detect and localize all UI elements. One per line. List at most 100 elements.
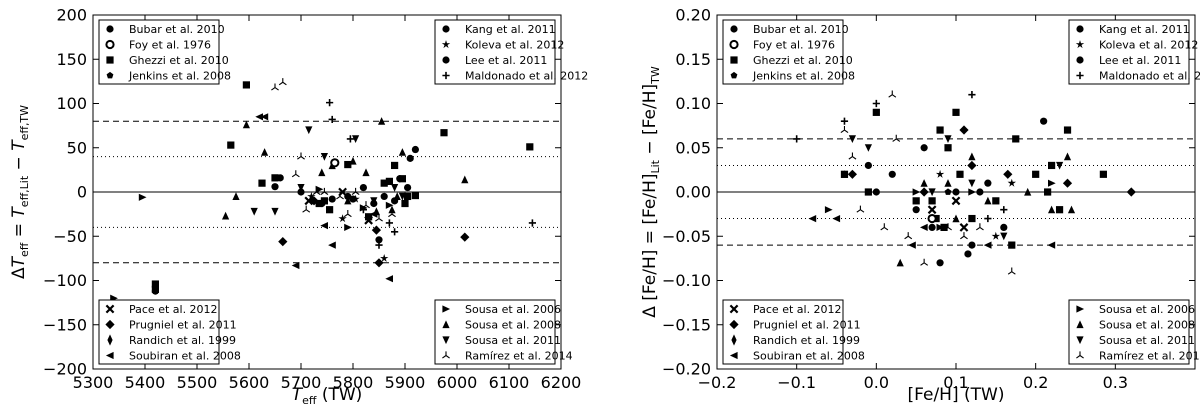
data-point-diamond — [959, 125, 969, 135]
data-point-circle — [297, 188, 305, 196]
legend-label: Kang et al. 2011 — [1099, 23, 1190, 36]
data-point-triangle-up — [461, 175, 469, 184]
y-tick-label: 0.20 — [675, 6, 711, 25]
data-point-square — [952, 108, 960, 116]
data-point-star — [380, 254, 389, 262]
data-point-triangle-left — [1047, 241, 1056, 249]
legend-marker — [105, 39, 115, 50]
y-tick-label: −0.05 — [662, 227, 711, 246]
legend-marker — [441, 40, 451, 49]
legend-label: Sousa et al. 2011 — [1099, 334, 1195, 347]
data-point-triangle-right — [912, 188, 921, 196]
x-tick-label: 5300 — [73, 373, 114, 392]
data-point-triangle-down — [250, 207, 258, 216]
data-point-x — [304, 196, 314, 206]
data-point-diamond — [374, 258, 384, 268]
y-tick-label: 0.05 — [675, 138, 711, 157]
data-point-circle — [984, 179, 992, 187]
legend-marker — [105, 319, 115, 330]
legend-marker — [442, 320, 450, 329]
x-tick-label: 0.3 — [1103, 373, 1128, 392]
data-point-tri — [856, 205, 865, 213]
x-tick-label: 5500 — [177, 373, 218, 392]
data-point-triangle-up — [242, 120, 250, 129]
data-point-triangle-up — [944, 179, 952, 187]
legend-label: Sousa et al. 2008 — [465, 319, 561, 332]
teff-panel: 5300 5400 5500 5600 5700 5800 5900 6000 6100 6200… — [9, 6, 588, 406]
data-point-circle — [964, 250, 972, 258]
data-point-triangle-down — [391, 184, 399, 192]
data-point-diamond — [1062, 178, 1073, 188]
legend-label: Prugniel et al. 2011 — [753, 319, 861, 332]
data-point-tri — [920, 258, 929, 266]
y-tick-label: 0.10 — [675, 94, 711, 113]
data-point-triangle-up — [952, 214, 960, 223]
data-point-circle — [864, 161, 872, 170]
legend-marker — [731, 334, 737, 346]
legend-label: Ramírez et al. 2014 — [1099, 350, 1200, 363]
legend-marker — [106, 71, 114, 79]
data-point-tri — [312, 187, 321, 195]
feh-y-axis-label: Δ [Fe/H] = [Fe/H]Lit − [Fe/H]TW — [640, 66, 662, 318]
legend-label: Sousa et al. 2006 — [465, 303, 561, 316]
data-point-triangle-right — [1048, 179, 1056, 187]
data-point-triangle-down — [352, 135, 360, 143]
data-point-triangle-up — [840, 170, 849, 178]
legend-top-left: Bubar et al. 2010 Foy et al. 1976 Ghezzi e… — [722, 19, 855, 85]
data-point-circle — [928, 223, 936, 231]
data-point-circle — [888, 170, 896, 178]
legend-top-right: Kang et al. 2011 Koleva et al. 2012 Lee et… — [1068, 19, 1200, 85]
data-point-diamond — [278, 237, 288, 247]
legend-bottom-left: Pace et al. 2012 Prugniel et al. 2011 Rand… — [722, 299, 865, 365]
legend-marker — [106, 25, 114, 33]
legend-label: Foy et al. 1976 — [129, 39, 211, 52]
data-point-square — [1008, 241, 1016, 249]
legend-box — [98, 19, 220, 85]
data-point-square — [928, 197, 936, 205]
data-point-triangle-left — [255, 113, 263, 121]
legend-label: Bubar et al. 2010 — [129, 23, 225, 36]
data-point-star — [338, 214, 347, 223]
data-point-triangle-left — [385, 275, 393, 283]
data-point-triangle-up — [968, 152, 976, 161]
data-point-x — [959, 223, 969, 232]
data-point-circle — [912, 206, 920, 214]
legend-label: Koleva et al. 2012 — [1099, 39, 1198, 52]
data-point-tri — [320, 187, 329, 195]
legend-marker — [442, 351, 450, 359]
y-tick-label: −0.20 — [662, 360, 711, 379]
legend-box — [722, 19, 844, 85]
data-point-plus — [346, 135, 354, 143]
legend-top-left: Bubar et al. 2010 Foy et al. 1976 Ghezzi e… — [98, 19, 231, 85]
data-point-circle — [406, 154, 414, 162]
data-point-triangle-right — [344, 223, 352, 231]
legend-box — [434, 299, 556, 365]
data-point-circle — [328, 195, 336, 203]
data-point-triangle-up — [388, 205, 396, 214]
legend-marker — [1076, 25, 1084, 33]
data-point-square — [320, 197, 328, 205]
legend-marker — [729, 304, 739, 314]
data-point-square — [404, 192, 412, 201]
data-point-square — [968, 214, 976, 223]
legend-marker — [442, 336, 450, 345]
data-point-plus — [968, 91, 976, 99]
data-point-square — [992, 197, 1000, 205]
legend-marker — [105, 351, 114, 360]
data-point-square — [151, 280, 159, 288]
legend-marker — [1076, 305, 1085, 313]
data-point-tri — [892, 134, 901, 142]
y-tick-label: −50 — [53, 227, 87, 246]
x-tick-label: 6100 — [489, 373, 530, 392]
legend-label: Bubar et al. 2010 — [753, 23, 849, 36]
data-point-tri — [297, 152, 305, 160]
legend-marker — [1076, 71, 1084, 80]
legend-bottom-left: Pace et al. 2012 Prugniel et al. 2011 Rand… — [98, 299, 241, 365]
data-point-triangle-down — [320, 153, 328, 161]
data-point-circle — [872, 188, 880, 196]
data-point-x — [951, 196, 961, 206]
data-point-triangle-down — [398, 192, 406, 201]
data-point-triangle-down — [305, 126, 313, 135]
data-point-triangle-down — [370, 197, 378, 205]
